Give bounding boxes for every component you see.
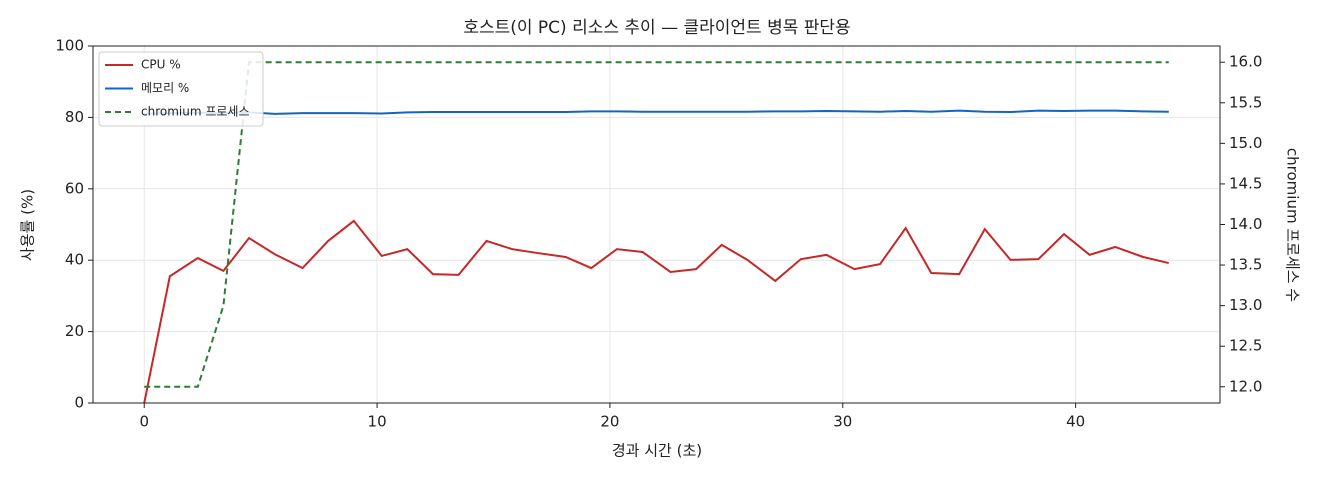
y2-tick-label: 12.0	[1229, 377, 1262, 395]
x-tick-label: 0	[139, 413, 149, 431]
series-line	[144, 109, 1169, 115]
y2-tick-label: 15.0	[1229, 134, 1262, 152]
y2-tick-label: 16.0	[1229, 53, 1262, 71]
plot-frame	[92, 45, 1221, 404]
y2-tick-label: 15.5	[1229, 93, 1262, 111]
legend: CPU % 메모리 % chromium 프로세스	[98, 51, 264, 127]
x-tick-label: 20	[600, 413, 619, 431]
y-tick-label: 20	[65, 322, 84, 340]
y2-tick-label: 14.5	[1229, 174, 1262, 192]
x-tick-label: 30	[833, 413, 852, 431]
y-tick-label: 60	[65, 179, 84, 197]
series-line	[144, 61, 1169, 388]
chart-title: 호스트(이 PC) 리소스 추이 — 클라이언트 병목 판단용	[463, 18, 850, 38]
x-axis-label: 경과 시간 (초)	[612, 442, 702, 460]
y-tick-label: 40	[65, 251, 84, 269]
legend-label: CPU %	[141, 58, 181, 72]
y2-tick-label: 13.5	[1229, 256, 1262, 274]
y-tick-label: 0	[74, 394, 84, 412]
legend-label: 메모리 %	[141, 81, 189, 95]
y-tick-label: 80	[65, 108, 84, 126]
series-line	[143, 219, 1170, 404]
y2-tick-label: 12.5	[1229, 337, 1262, 355]
y-tick-label: 100	[55, 37, 84, 55]
y-axis-label: 사용률 (%)	[19, 189, 37, 261]
y2-tick-label: 13.0	[1229, 296, 1262, 314]
x-tick-label: 40	[1066, 413, 1085, 431]
y2-axis-label: chromium 프로세스 수	[1284, 148, 1302, 302]
x-tick-label: 10	[368, 413, 387, 431]
legend-box	[98, 51, 264, 127]
legend-label: chromium 프로세스	[141, 105, 250, 119]
y2-tick-label: 14.0	[1229, 215, 1262, 233]
